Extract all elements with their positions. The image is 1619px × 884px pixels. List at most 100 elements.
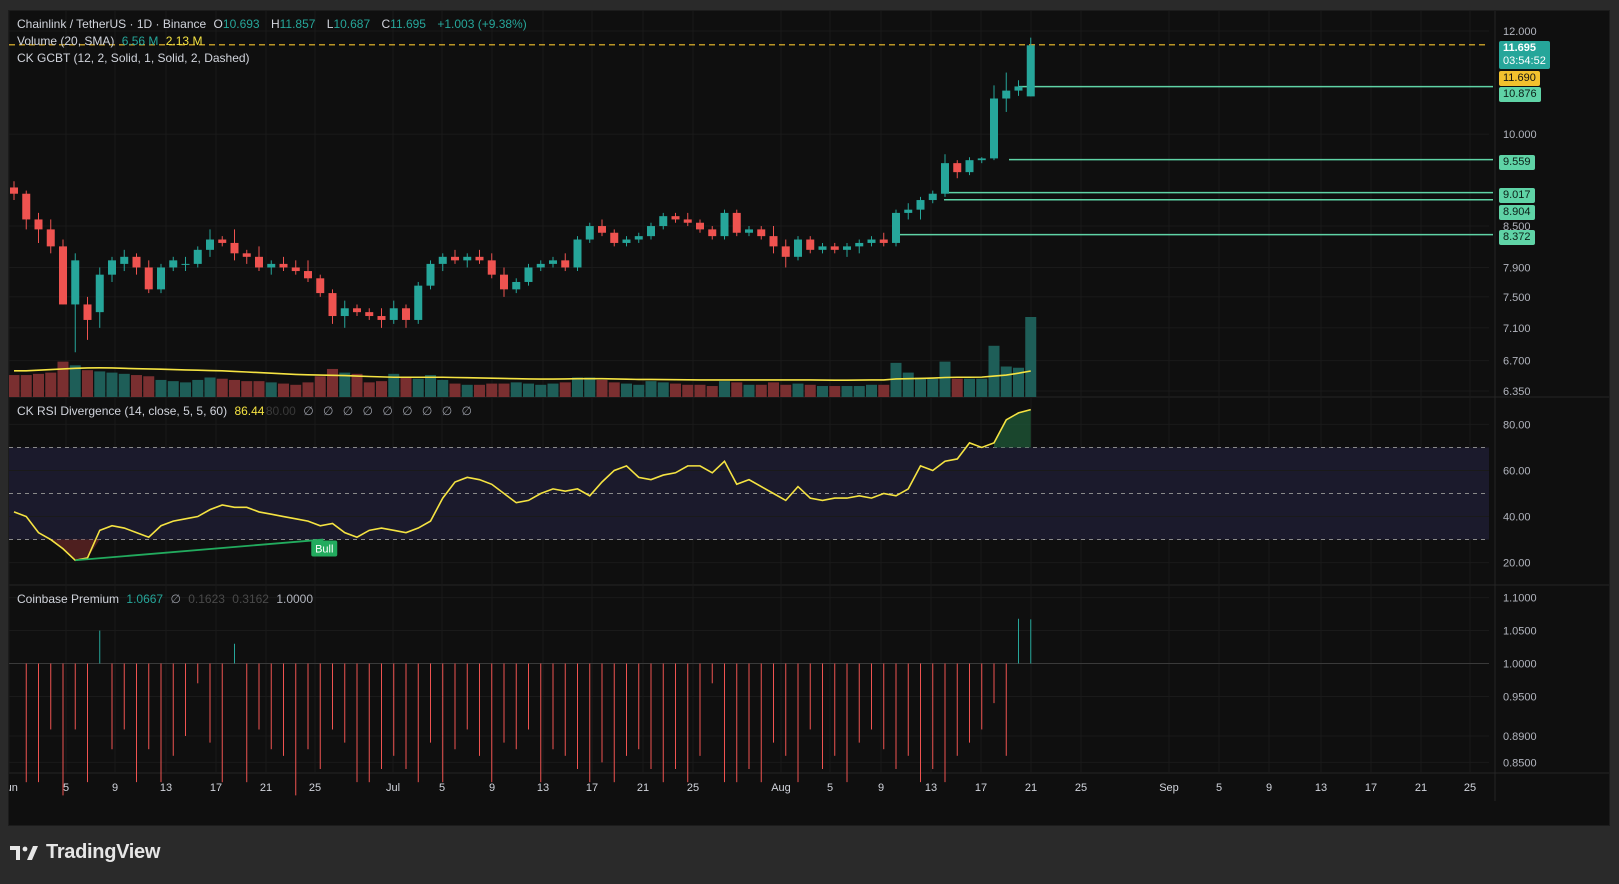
candle-body [524, 267, 533, 282]
volume-bar [559, 382, 571, 397]
time-tick-label: 25 [1464, 782, 1476, 794]
chart-area[interactable]: 12.000 10.000 8.500 7.900 7.500 7.100 6.700 6.3… [8, 10, 1610, 826]
time-tick-label: 5 [439, 782, 445, 794]
candle-body [659, 216, 668, 227]
volume-bar [204, 377, 216, 397]
candle-body [157, 267, 165, 290]
candle-body [304, 271, 312, 279]
time-tick-label: 9 [878, 782, 884, 794]
premium-value: 1.0667 [126, 592, 164, 606]
volume-bar [964, 378, 975, 397]
candle-body [487, 260, 496, 275]
premium-tick-label: 0.8500 [1503, 757, 1537, 769]
close-value: 11.695 [390, 17, 426, 31]
candle-body [181, 263, 190, 265]
rsi-tick-label: 80.00 [1503, 419, 1531, 431]
candle-body [463, 256, 472, 261]
candle-body [500, 274, 508, 290]
volume-bar [853, 386, 865, 397]
rsi-legend[interactable]: CK RSI Divergence (14, close, 5, 5, 60) … [17, 404, 479, 418]
time-tick-label: 9 [1266, 782, 1272, 794]
candle-body [720, 212, 729, 237]
volume-bar [1000, 366, 1012, 397]
time-tick-label: 5 [1216, 782, 1222, 794]
candle-body [377, 316, 386, 320]
time-tick-label: 17 [210, 782, 222, 794]
symbol-legend[interactable]: Chainlink / TetherUS · 1D · Binance O10.… [17, 17, 527, 31]
time-tick-label: Aug [771, 782, 791, 794]
candle-body [794, 239, 802, 257]
candle-body [316, 278, 325, 294]
time-tick-label: 13 [1315, 782, 1327, 794]
volume-bar [57, 361, 69, 397]
last-price-label: 11.695 03:54:52 [1499, 41, 1550, 69]
candle-body [904, 209, 913, 213]
volume-bar [584, 377, 596, 397]
candle-body [769, 236, 778, 247]
candle-body [71, 260, 80, 305]
candle-body [206, 239, 214, 250]
candle-body [414, 285, 423, 320]
premium-tick-label: 0.9500 [1503, 691, 1537, 703]
candle-body [781, 246, 790, 257]
volume-bar [167, 381, 179, 397]
time-tick-label: 25 [309, 782, 321, 794]
candle-body [365, 312, 374, 317]
time-tick-label: 25 [687, 782, 699, 794]
candle-body [426, 263, 435, 286]
tradingview-logo[interactable]: TradingView [10, 841, 160, 864]
candle-body [255, 256, 263, 268]
premium-dim-value-2: 0.3162 [232, 592, 269, 606]
volume-bar [755, 384, 767, 397]
candle-body [95, 274, 104, 313]
volume-legend[interactable]: Volume (20, SMA) 6.56 M 2.13 M [17, 34, 206, 48]
volume-bar [927, 378, 939, 397]
volume-bar [706, 386, 718, 397]
premium-legend[interactable]: Coinbase Premium 1.0667 ∅ 0.1623 0.3162 … [17, 592, 317, 606]
tradingview-logo-icon [10, 845, 38, 860]
volume-bar [657, 382, 669, 397]
volume-bar [253, 381, 265, 397]
open-value: 10.693 [222, 17, 260, 31]
time-tick-label: 21 [1025, 782, 1037, 794]
candle-body [977, 158, 986, 161]
premium-empty-value: ∅ [170, 592, 181, 606]
volume-bar [412, 378, 424, 397]
gcbt-indicator-name: CK GCBT (12, 2, Solid, 1, Solid, 2, Dash… [17, 51, 250, 65]
time-tick-label: 21 [260, 782, 272, 794]
volume-bar [33, 373, 44, 397]
candle-body [647, 226, 655, 237]
premium-indicator-name: Coinbase Premium [17, 592, 120, 606]
candle-body [843, 246, 851, 250]
level-label-5: 8.372 [1499, 230, 1535, 245]
rsi-line [13, 408, 1031, 562]
volume-bar [498, 383, 510, 397]
candle-body [512, 281, 521, 290]
time-tick-label: 5 [63, 782, 69, 794]
candle-body [879, 239, 888, 243]
volume-bar [20, 375, 32, 397]
candle-body [941, 163, 949, 194]
chart-canvas[interactable]: 12.00010.0008.5007.9007.5007.1006.7006.3… [9, 11, 1609, 825]
candle-body [10, 187, 18, 194]
candle-body [83, 304, 92, 320]
volume-bar [192, 379, 204, 397]
volume-bar [437, 379, 449, 397]
candle-body [696, 222, 704, 230]
candle-body [806, 239, 815, 250]
volume-bar [474, 384, 485, 397]
volume-value: 6.56 M [121, 34, 159, 48]
gcbt-legend[interactable]: CK GCBT (12, 2, Solid, 1, Solid, 2, Dash… [17, 51, 254, 65]
volume-bar [976, 378, 988, 397]
bull-label-box [311, 540, 338, 557]
volume-bar [988, 345, 1000, 397]
candle-body [953, 163, 962, 173]
volume-bar [461, 384, 473, 397]
rsi-empty-values: ∅ ∅ ∅ ∅ ∅ ∅ ∅ ∅ ∅ [303, 404, 475, 418]
volume-bar [376, 381, 387, 397]
high-value: 11.857 [279, 17, 316, 31]
candle-body [990, 98, 998, 159]
candle-body [610, 232, 619, 243]
rsi-tick-label: 60.00 [1503, 465, 1531, 477]
brand-name: TradingView [46, 841, 161, 863]
